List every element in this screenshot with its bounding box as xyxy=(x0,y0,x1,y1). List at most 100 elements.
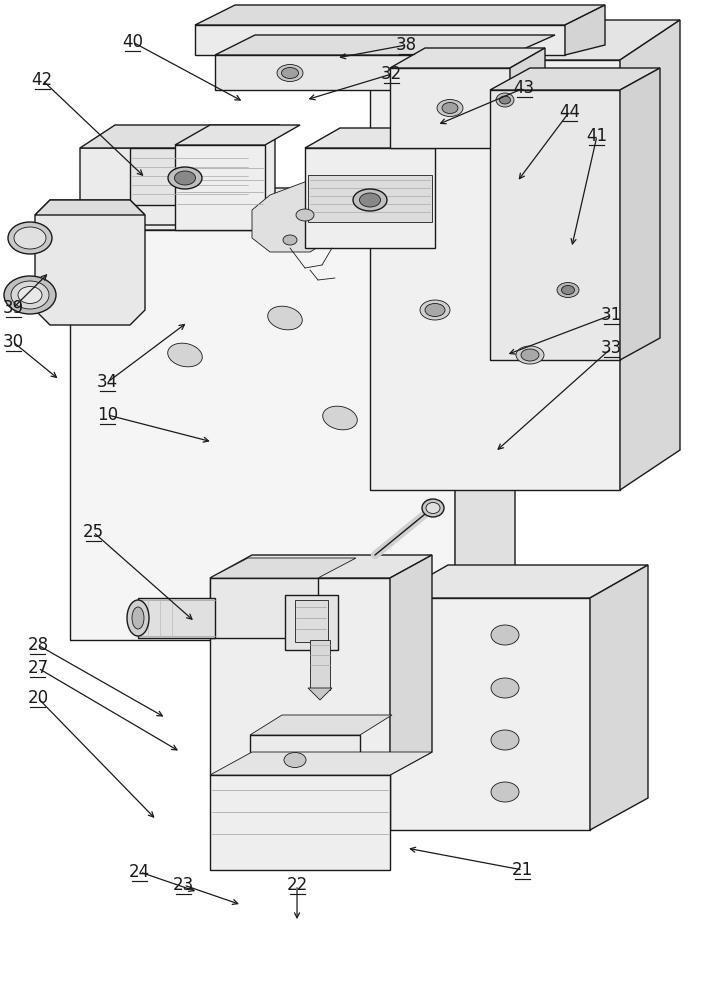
Polygon shape xyxy=(455,188,515,640)
Text: 31: 31 xyxy=(601,306,622,324)
Ellipse shape xyxy=(277,64,303,82)
Polygon shape xyxy=(210,752,432,775)
Ellipse shape xyxy=(437,100,463,116)
Polygon shape xyxy=(210,578,318,638)
Polygon shape xyxy=(138,598,215,638)
Ellipse shape xyxy=(426,502,440,514)
Ellipse shape xyxy=(491,730,519,750)
Polygon shape xyxy=(620,68,660,360)
Polygon shape xyxy=(195,5,605,25)
Text: 24: 24 xyxy=(129,863,151,881)
Polygon shape xyxy=(215,35,555,55)
Text: 22: 22 xyxy=(286,876,308,894)
Polygon shape xyxy=(390,48,545,68)
Ellipse shape xyxy=(132,607,144,629)
Polygon shape xyxy=(195,25,565,55)
Text: 43: 43 xyxy=(513,79,535,97)
Ellipse shape xyxy=(422,499,444,517)
Text: 41: 41 xyxy=(586,127,608,145)
Polygon shape xyxy=(305,148,435,248)
Ellipse shape xyxy=(11,281,49,309)
Polygon shape xyxy=(210,775,390,870)
Polygon shape xyxy=(295,600,328,642)
Ellipse shape xyxy=(561,286,574,294)
Polygon shape xyxy=(35,200,145,325)
Ellipse shape xyxy=(323,406,357,430)
Polygon shape xyxy=(215,55,510,90)
Ellipse shape xyxy=(283,235,297,245)
Text: 23: 23 xyxy=(173,876,194,894)
Ellipse shape xyxy=(284,752,306,768)
Ellipse shape xyxy=(557,282,579,298)
Text: 27: 27 xyxy=(27,659,49,677)
Polygon shape xyxy=(390,555,432,775)
Text: 39: 39 xyxy=(2,299,24,317)
Ellipse shape xyxy=(168,167,202,189)
Polygon shape xyxy=(175,145,265,230)
Text: 34: 34 xyxy=(97,373,119,391)
Ellipse shape xyxy=(14,227,46,249)
Ellipse shape xyxy=(496,93,514,107)
Ellipse shape xyxy=(268,306,302,330)
Polygon shape xyxy=(210,555,432,578)
Ellipse shape xyxy=(491,678,519,698)
Ellipse shape xyxy=(499,96,510,104)
Text: 21: 21 xyxy=(512,861,534,879)
Polygon shape xyxy=(130,148,250,205)
Polygon shape xyxy=(210,558,356,578)
Ellipse shape xyxy=(516,346,544,364)
Text: 10: 10 xyxy=(97,406,119,424)
Polygon shape xyxy=(390,598,590,830)
Ellipse shape xyxy=(420,300,450,320)
Ellipse shape xyxy=(296,209,314,221)
Polygon shape xyxy=(390,565,648,598)
Polygon shape xyxy=(370,20,680,60)
Text: 28: 28 xyxy=(27,636,49,654)
Ellipse shape xyxy=(491,625,519,645)
Ellipse shape xyxy=(282,68,298,79)
Ellipse shape xyxy=(175,171,196,185)
Ellipse shape xyxy=(521,349,539,361)
Ellipse shape xyxy=(353,189,387,211)
Text: 38: 38 xyxy=(395,36,417,54)
Text: 40: 40 xyxy=(122,33,143,51)
Polygon shape xyxy=(590,565,648,830)
Polygon shape xyxy=(305,128,470,148)
Ellipse shape xyxy=(425,304,445,316)
Text: 44: 44 xyxy=(559,103,579,121)
Ellipse shape xyxy=(4,276,56,314)
Polygon shape xyxy=(310,640,330,690)
Polygon shape xyxy=(490,90,620,360)
Text: 42: 42 xyxy=(31,71,53,89)
Text: 20: 20 xyxy=(27,689,49,707)
Ellipse shape xyxy=(18,286,42,304)
Polygon shape xyxy=(70,188,515,230)
Polygon shape xyxy=(510,48,545,148)
Polygon shape xyxy=(35,200,145,215)
Polygon shape xyxy=(250,715,392,735)
Polygon shape xyxy=(285,595,338,650)
Polygon shape xyxy=(308,688,332,700)
Polygon shape xyxy=(252,180,338,252)
Ellipse shape xyxy=(491,782,519,802)
Ellipse shape xyxy=(360,193,381,207)
Polygon shape xyxy=(620,20,680,490)
Polygon shape xyxy=(308,175,432,222)
Polygon shape xyxy=(250,735,360,780)
Polygon shape xyxy=(390,68,510,148)
Polygon shape xyxy=(80,128,275,225)
Text: 25: 25 xyxy=(82,523,104,541)
Polygon shape xyxy=(70,230,455,640)
Polygon shape xyxy=(370,60,620,490)
Text: 32: 32 xyxy=(381,65,403,83)
Ellipse shape xyxy=(167,343,202,367)
Polygon shape xyxy=(565,5,605,55)
Text: 30: 30 xyxy=(2,333,24,351)
Polygon shape xyxy=(80,125,280,148)
Text: 33: 33 xyxy=(601,339,622,357)
Polygon shape xyxy=(490,68,660,90)
Ellipse shape xyxy=(442,103,458,113)
Ellipse shape xyxy=(8,222,52,254)
Polygon shape xyxy=(210,578,390,775)
Polygon shape xyxy=(175,125,300,145)
